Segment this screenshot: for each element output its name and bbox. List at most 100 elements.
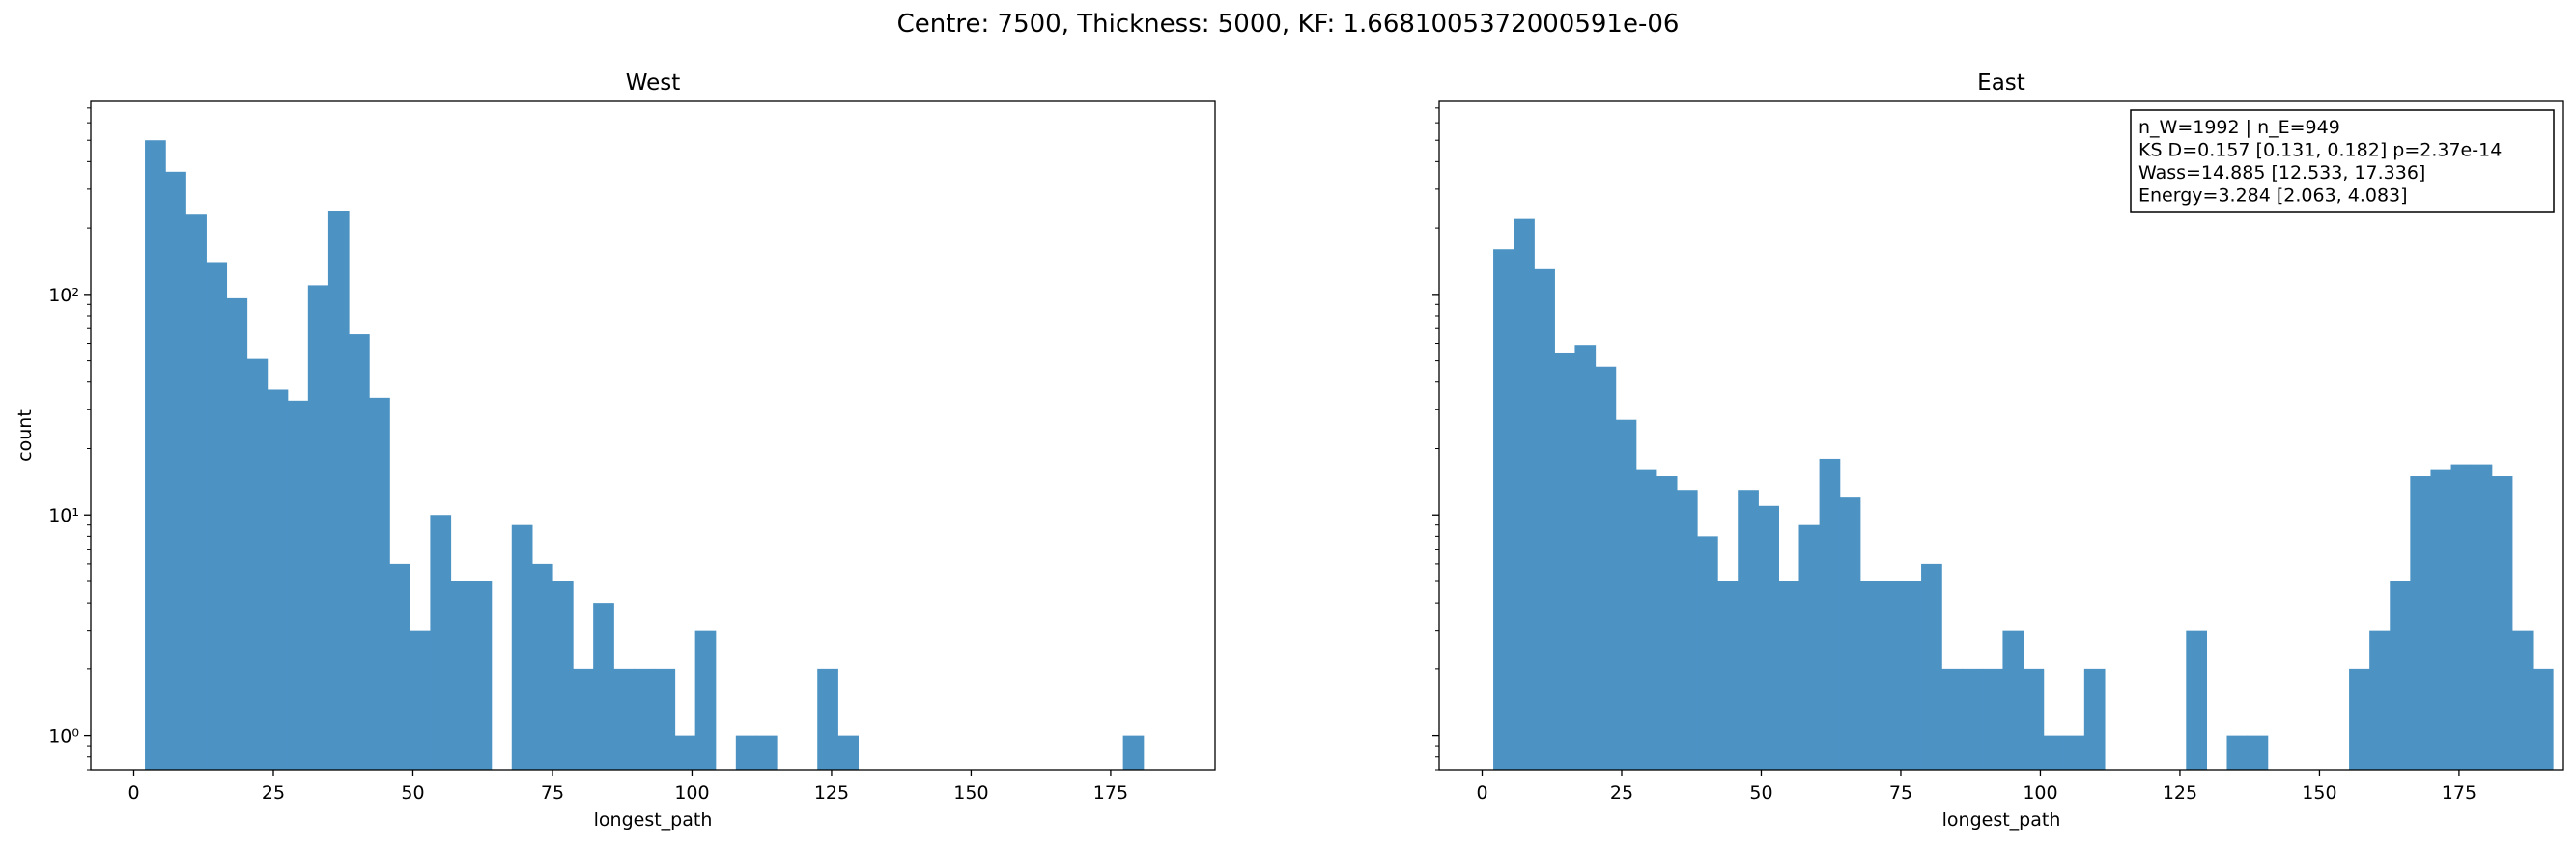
histogram-bar: [1534, 268, 1555, 771]
histogram-bar: [410, 630, 431, 770]
histogram-bar: [2083, 668, 2106, 770]
histogram-bar: [470, 580, 493, 770]
histogram-bar: [2349, 668, 2370, 770]
histogram-bar: [267, 389, 289, 770]
x-tick-label: 25: [1610, 782, 1633, 804]
histogram-bar: [1962, 668, 1983, 770]
histogram-bar: [1717, 580, 1739, 770]
histogram-bar: [1554, 352, 1576, 770]
histogram-bar: [1880, 580, 1902, 770]
histogram-bar: [1819, 458, 1841, 770]
x-tick-label: 75: [1889, 782, 1912, 804]
histogram-bar: [1798, 524, 1821, 770]
histogram-bar: [389, 563, 410, 770]
x-tick-label: 0: [127, 782, 139, 804]
histogram-bar: [1941, 668, 1963, 770]
stats-annotation-line: KS D=0.157 [0.131, 0.182] p=2.37e-14: [2138, 140, 2502, 161]
histogram-bar: [430, 515, 452, 770]
x-axis-label: longest_path: [1942, 809, 2061, 831]
histogram-bar: [1778, 580, 1800, 770]
histogram-bar: [1839, 497, 1861, 770]
histogram-bar: [531, 563, 553, 770]
x-tick-label: 50: [401, 782, 424, 804]
histogram-bar: [2369, 630, 2391, 770]
histogram-bar: [1921, 563, 1942, 770]
histogram-bar: [2511, 630, 2534, 770]
panel-title: East: [1977, 70, 2025, 96]
figure-suptitle: Centre: 7500, Thickness: 5000, KF: 1.668…: [896, 10, 1680, 39]
histogram-bar: [1982, 668, 2004, 770]
histogram-bar: [1758, 505, 1779, 770]
histogram-bar: [735, 735, 757, 770]
x-tick-label: 150: [2302, 782, 2336, 804]
histogram-bar: [694, 630, 717, 770]
histogram-bar: [1635, 469, 1657, 770]
histogram-bar: [1514, 218, 1535, 770]
histogram-bar: [755, 735, 778, 770]
histogram-bar: [246, 358, 269, 770]
y-tick-label: 10¹: [48, 505, 79, 526]
histogram-bar: [185, 214, 207, 771]
histogram-bar: [165, 171, 186, 771]
chart-panel-east: 0 25 50 75 100 125 150 175 East longest_path n_W=1…: [1432, 70, 2564, 831]
histogram-bar: [2247, 735, 2269, 770]
stats-annotation-line: n_W=1992 | n_E=949: [2138, 117, 2340, 138]
histogram-bar: [511, 524, 533, 770]
x-tick-label: 100: [674, 782, 709, 804]
histogram-bar: [552, 580, 574, 770]
histogram-bar: [2450, 464, 2473, 770]
histogram-bar: [226, 297, 248, 770]
chart-panel-west: 0 25 50 75 100 125 150 175 10⁰ 10¹ 10² West longest_…: [14, 70, 1216, 831]
histogram-bar: [613, 668, 635, 770]
histogram-bar: [817, 668, 838, 770]
histogram-bar: [2471, 464, 2493, 770]
histogram-bar: [634, 668, 656, 770]
histogram-bar: [1697, 536, 1718, 770]
histogram-bar: [450, 580, 472, 770]
histogram-bar: [1900, 580, 1922, 770]
histogram-bar: [2390, 580, 2411, 770]
histogram-bar: [2023, 668, 2045, 770]
x-tick-label: 50: [1749, 782, 1772, 804]
panel-title: West: [626, 70, 681, 96]
stats-annotation-line: Energy=3.284 [2.063, 4.083]: [2138, 185, 2408, 207]
histogram-bar: [674, 735, 696, 770]
histogram-bar: [1574, 345, 1597, 770]
histogram-bar: [1738, 490, 1759, 770]
histogram-bar: [1859, 580, 1882, 770]
histogram-bar: [2430, 469, 2452, 770]
histogram-bar: [573, 668, 594, 770]
axes-frame: [90, 100, 1216, 771]
histogram-bar: [593, 603, 614, 770]
x-tick-label: 125: [2163, 782, 2197, 804]
x-tick-label: 75: [541, 782, 564, 804]
histogram-bar: [206, 262, 228, 771]
histogram-bar: [1676, 490, 1698, 770]
histogram-bar: [1122, 735, 1145, 770]
histogram-bar: [2063, 735, 2085, 770]
x-tick-label: 175: [1093, 782, 1128, 804]
histogram-bar: [2043, 735, 2065, 770]
histogram-bar: [2410, 476, 2432, 770]
y-axis-label: count: [14, 409, 36, 462]
histogram-bar: [1493, 249, 1514, 771]
x-axis-label: longest_path: [594, 809, 713, 831]
histogram-bar: [2226, 735, 2249, 770]
y-tick-label: 10⁰: [48, 726, 79, 747]
stats-annotation-line: Wass=14.885 [12.533, 17.336]: [2138, 162, 2425, 183]
histogram-bar: [2532, 668, 2554, 770]
histogram-bar: [307, 285, 329, 770]
histogram-bar: [2491, 476, 2513, 770]
axes-frame: [1438, 100, 2564, 771]
histogram-bar: [2186, 630, 2207, 770]
histogram-bar: [1595, 366, 1617, 770]
histogram-bar: [654, 668, 676, 770]
histogram-bar: [1656, 476, 1678, 770]
histogram-bar: [287, 400, 309, 770]
histogram-bar: [145, 140, 166, 771]
x-tick-label: 175: [2442, 782, 2477, 804]
histogram-bar: [349, 334, 370, 770]
x-tick-label: 100: [2023, 782, 2057, 804]
y-tick-label: 10²: [48, 285, 79, 306]
